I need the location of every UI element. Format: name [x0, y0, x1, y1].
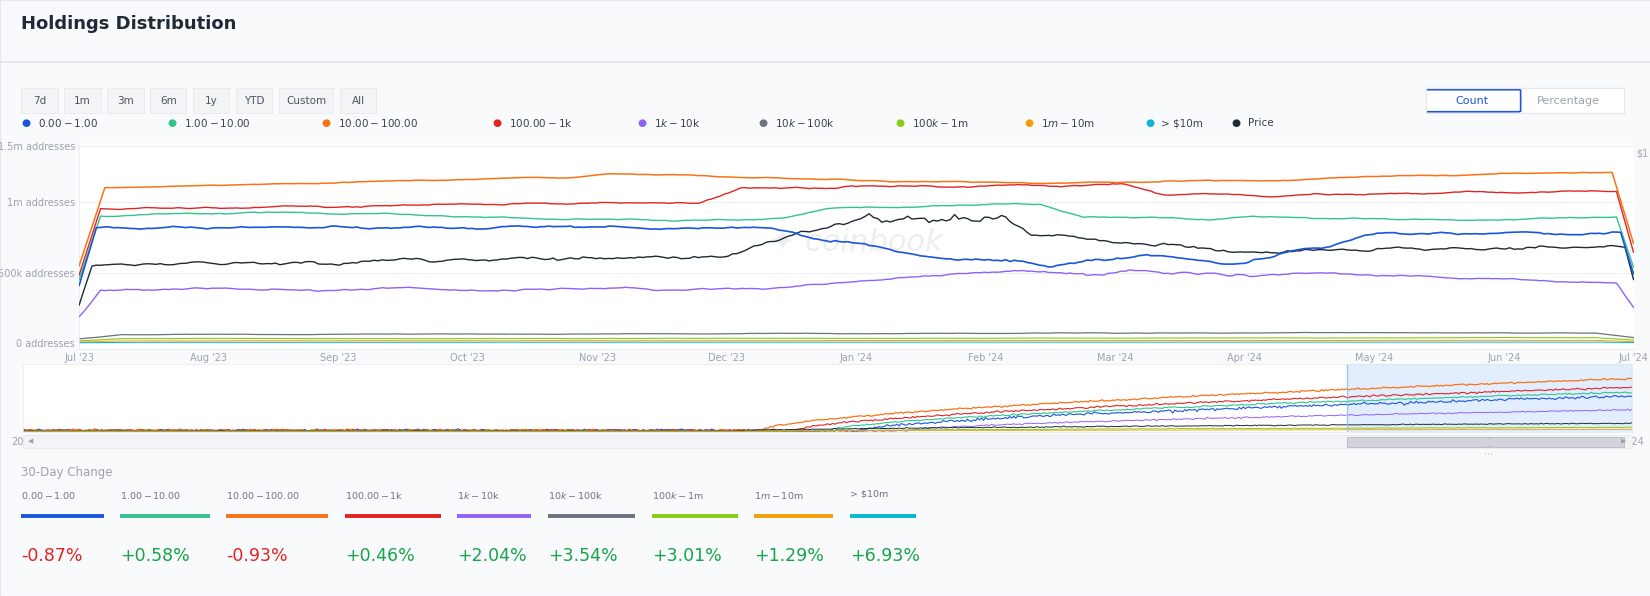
Text: $1k - $10k: $1k - $10k [457, 490, 500, 501]
Text: $1.00 - $10.00: $1.00 - $10.00 [120, 490, 182, 501]
Bar [1346, 364, 1632, 432]
Text: 3m: 3m [117, 96, 134, 105]
Text: $1m - $10m: $1m - $10m [754, 490, 804, 501]
Text: +2.04%: +2.04% [457, 547, 526, 565]
Text: All: All [351, 96, 365, 105]
Bar [1346, 437, 1624, 446]
Text: $10.00 - $100.00: $10.00 - $100.00 [226, 490, 300, 501]
Text: -0.93%: -0.93% [226, 547, 287, 565]
Text: $1m - $10m: $1m - $10m [1041, 117, 1096, 129]
Text: +3.01%: +3.01% [652, 547, 721, 565]
Text: $0.00 - $1.00: $0.00 - $1.00 [21, 490, 78, 501]
Text: +1.29%: +1.29% [754, 547, 823, 565]
Text: ●: ● [167, 119, 177, 128]
Text: $1.00 - $10.00: $1.00 - $10.00 [183, 117, 251, 129]
Text: ●: ● [639, 119, 647, 128]
Text: 1m: 1m [74, 96, 91, 105]
Text: $10.00 - $100.00: $10.00 - $100.00 [338, 117, 417, 129]
Text: > $10m: > $10m [850, 490, 888, 499]
Text: +6.93%: +6.93% [850, 547, 919, 565]
Text: +0.58%: +0.58% [120, 547, 190, 565]
Text: ▶: ▶ [1620, 439, 1627, 445]
Text: ●: ● [1025, 119, 1033, 128]
Text: +0.46%: +0.46% [345, 547, 414, 565]
Text: ●: ● [896, 119, 904, 128]
Text: $100.00 - $1k: $100.00 - $1k [345, 490, 403, 501]
Text: ●: ● [322, 119, 330, 128]
Text: ●: ● [21, 119, 30, 128]
Text: ⋮⋮⋮: ⋮⋮⋮ [1482, 429, 1490, 454]
Text: $100k - $1m: $100k - $1m [912, 117, 969, 129]
Text: ●: ● [492, 119, 502, 128]
FancyBboxPatch shape [1424, 90, 1521, 111]
Text: -0.87%: -0.87% [21, 547, 83, 565]
Text: ●: ● [759, 119, 767, 128]
Text: 7d: 7d [33, 96, 46, 105]
Text: 30-Day Change: 30-Day Change [21, 466, 112, 479]
Text: $10k - $100k: $10k - $100k [548, 490, 602, 501]
Text: $1k - $10k: $1k - $10k [655, 117, 701, 129]
Text: YTD: YTD [244, 96, 264, 105]
Text: Percentage: Percentage [1536, 96, 1599, 105]
Text: 1y: 1y [205, 96, 218, 105]
Text: ●: ● [1233, 119, 1241, 128]
Text: > $10m: > $10m [1162, 119, 1203, 128]
Text: ●: ● [1145, 119, 1153, 128]
Text: $10k - $100k: $10k - $100k [776, 117, 835, 129]
Text: $0.00 - $1.00: $0.00 - $1.00 [38, 117, 97, 129]
Text: $100k - $1m: $100k - $1m [652, 490, 703, 501]
Text: $100.00 - $1k: $100.00 - $1k [508, 117, 573, 129]
Text: Count: Count [1455, 96, 1488, 105]
Text: Price: Price [1249, 119, 1274, 128]
Text: Custom: Custom [285, 96, 327, 105]
Text: 6m: 6m [160, 96, 177, 105]
Text: ◀: ◀ [28, 439, 35, 445]
Text: ✦ coinbook: ✦ coinbook [771, 227, 942, 256]
Text: +3.54%: +3.54% [548, 547, 617, 565]
Text: Holdings Distribution: Holdings Distribution [21, 15, 238, 33]
